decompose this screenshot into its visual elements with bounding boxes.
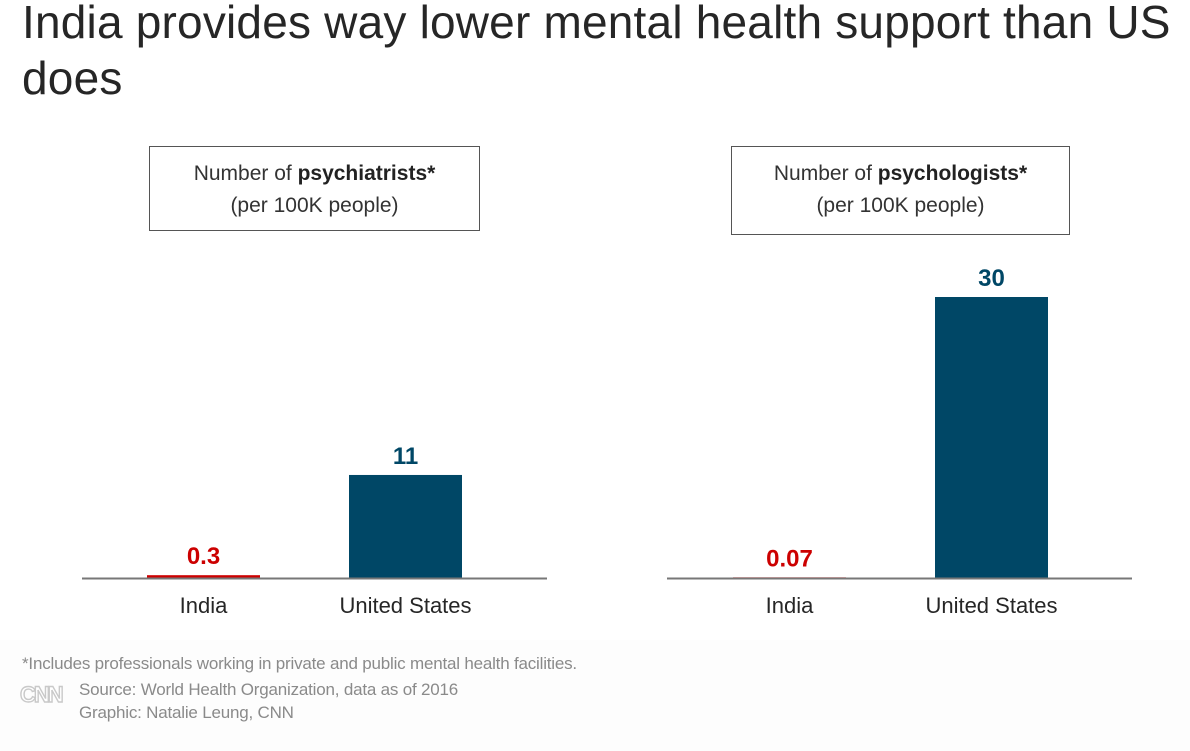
panel-subtitle: (per 100K people) xyxy=(816,194,985,217)
bar-united-states xyxy=(935,297,1048,578)
panel-title-prefix: Number of xyxy=(193,162,298,185)
category-label: United States xyxy=(925,593,1057,618)
credit-text: Graphic: Natalie Leung, CNN xyxy=(79,703,294,722)
source-text: Source: World Health Organization, data … xyxy=(79,680,459,699)
panel-subtitle: (per 100K people) xyxy=(230,194,399,217)
category-label: United States xyxy=(339,593,471,618)
value-label: 30 xyxy=(978,265,1005,292)
footnote: *Includes professionals working in priva… xyxy=(22,654,577,673)
value-label: 11 xyxy=(393,443,418,470)
footer xyxy=(0,640,1190,751)
cnn-logo: CNN xyxy=(19,681,64,707)
bar-charts: 0.3 India 11 United States 0.07 India 30 United… xyxy=(82,265,1132,618)
value-label: 0.3 xyxy=(187,543,220,570)
panel-title-psychiatrists: Number of psychiatrists* (per 100K peopl… xyxy=(149,146,480,231)
chart-title: India provides way lower mental health s… xyxy=(22,0,1171,104)
category-label: India xyxy=(766,593,814,618)
panel-title-bold: psychologists* xyxy=(877,162,1028,185)
category-label: India xyxy=(180,593,228,618)
panel-title-psychologists: Number of psychologists* (per 100K peopl… xyxy=(731,146,1070,235)
panel-title-bold: psychiatrists* xyxy=(297,162,436,185)
bar-india xyxy=(147,575,260,578)
value-label: 0.07 xyxy=(766,545,813,572)
panel-title-prefix: Number of xyxy=(773,162,878,185)
bar-united-states xyxy=(349,474,462,578)
